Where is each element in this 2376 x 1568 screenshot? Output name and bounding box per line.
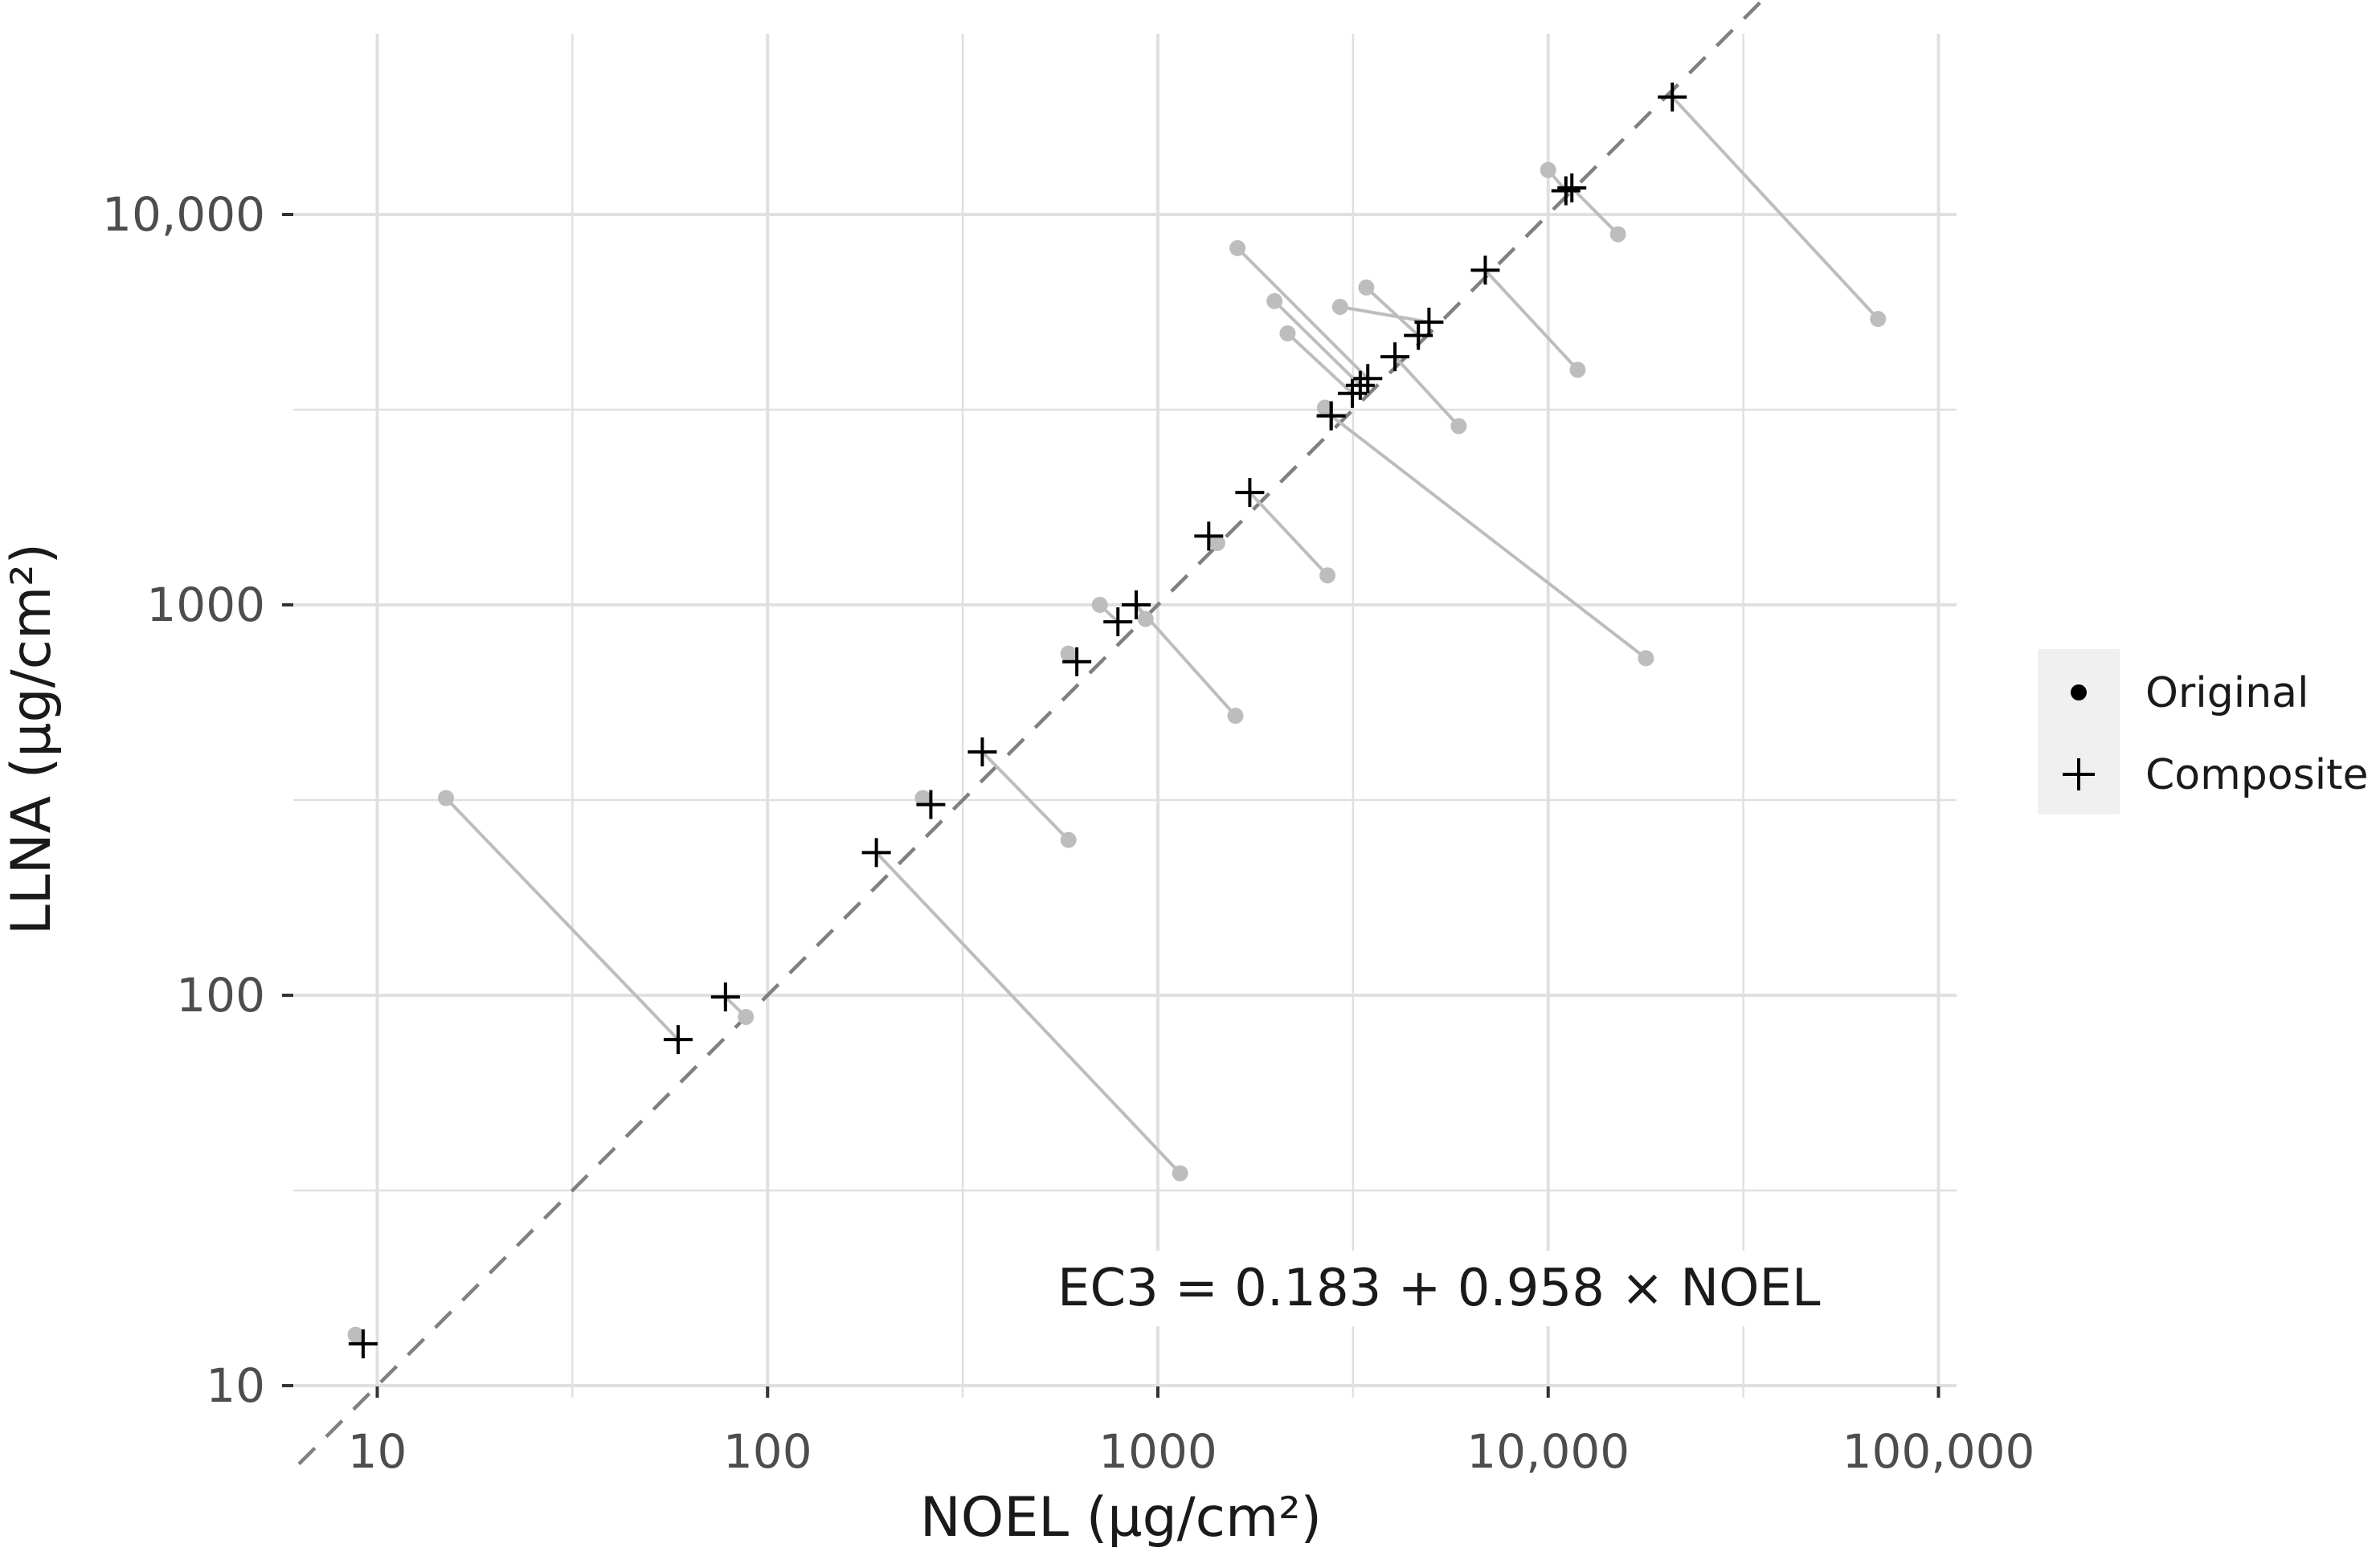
composite-point xyxy=(348,1329,378,1358)
connector-segment xyxy=(1236,247,1369,380)
composite-point xyxy=(1658,82,1687,112)
x-tick-label: 100,000 xyxy=(1842,1424,2035,1479)
original-point xyxy=(1060,645,1077,662)
x-tick-label: 10,000 xyxy=(1466,1424,1630,1479)
legend-composite-key xyxy=(2063,758,2095,790)
original-points-layer xyxy=(347,161,1887,1343)
legend: Original Composite xyxy=(2038,649,2369,815)
composite-point xyxy=(1380,342,1410,372)
original-point xyxy=(347,1326,364,1343)
original-point xyxy=(1450,418,1467,435)
legend-original-label: Original xyxy=(2145,669,2309,717)
original-point xyxy=(438,790,455,806)
composite-point xyxy=(1345,370,1375,400)
original-point xyxy=(1091,597,1108,613)
x-tick-label: 1000 xyxy=(1098,1424,1217,1479)
original-point xyxy=(1227,708,1244,725)
x-axis-title: NOEL (µg/cm²) xyxy=(920,1486,1322,1550)
composite-point xyxy=(1194,521,1224,551)
y-axis-title: LLNA (µg/cm²) xyxy=(0,543,63,935)
original-point xyxy=(1208,535,1225,552)
connector-segment xyxy=(1330,414,1647,660)
x-tick-label: 100 xyxy=(723,1424,812,1479)
annotation-layer: EC3 = 0.183 + 0.958 × NOEL xyxy=(1045,1251,1834,1326)
reference-line-layer xyxy=(297,0,1765,1466)
composite-points-layer xyxy=(348,82,1687,1358)
y-tick-label: 1000 xyxy=(146,578,265,632)
composite-point xyxy=(1122,590,1151,619)
connector-segment xyxy=(1570,186,1620,236)
segments-layer xyxy=(354,96,1879,1345)
original-point xyxy=(1638,650,1654,667)
composite-point xyxy=(1353,364,1383,394)
composite-point xyxy=(967,737,997,767)
connector-segment xyxy=(1339,305,1429,324)
original-point xyxy=(1279,325,1296,341)
connector-segment xyxy=(1484,268,1579,371)
grid-minor xyxy=(293,34,1957,1398)
composite-point xyxy=(916,790,946,819)
original-point xyxy=(1229,239,1246,256)
original-point xyxy=(1540,161,1556,178)
connector-segment xyxy=(1286,332,1354,395)
legend-composite-label: Composite xyxy=(2145,751,2369,799)
connector-segment xyxy=(1135,603,1237,717)
y-tick-label: 10,000 xyxy=(102,187,265,242)
composite-point xyxy=(1470,255,1500,285)
original-point xyxy=(1569,361,1586,378)
composite-point xyxy=(663,1025,693,1055)
composite-point xyxy=(710,982,740,1012)
regression-annotation: EC3 = 0.183 + 0.958 × NOEL xyxy=(1057,1259,1821,1318)
y-tick-label: 100 xyxy=(176,968,265,1023)
composite-point xyxy=(1235,478,1265,508)
connector-segment xyxy=(1671,96,1879,321)
original-point xyxy=(1137,610,1154,627)
composite-point xyxy=(1551,176,1581,206)
original-point xyxy=(1172,1165,1188,1182)
composite-point xyxy=(861,838,891,868)
connector-segment xyxy=(444,797,680,1041)
original-point xyxy=(1331,298,1348,315)
original-point xyxy=(738,1008,755,1025)
composite-point xyxy=(1103,607,1133,637)
composite-point xyxy=(1316,401,1346,431)
original-point xyxy=(914,790,931,806)
original-point xyxy=(1870,311,1887,328)
connector-segment xyxy=(981,750,1070,842)
x-tick-label: 10 xyxy=(348,1424,407,1479)
connector-segment xyxy=(1273,300,1362,387)
original-point xyxy=(1316,399,1333,416)
composite-point xyxy=(1557,173,1587,202)
original-point xyxy=(1060,831,1077,848)
reference-line xyxy=(297,0,1765,1466)
original-point xyxy=(1358,279,1375,296)
connector-segment xyxy=(875,851,1182,1174)
tick-labels-layer: 10 100 1000 10,000 100,000 10 100 1000 10,000 xyxy=(102,187,2035,1479)
ticks-layer xyxy=(282,213,1940,1398)
composite-point xyxy=(1414,308,1444,337)
connector-segment xyxy=(1248,491,1329,577)
connector-segment xyxy=(1393,355,1460,427)
y-tick-label: 10 xyxy=(206,1358,265,1413)
original-point xyxy=(1609,226,1626,243)
original-point xyxy=(1266,292,1283,309)
composite-point xyxy=(1062,647,1092,676)
original-point xyxy=(1319,567,1336,584)
connector-segment xyxy=(1365,286,1420,337)
legend-original-key xyxy=(2071,684,2087,700)
annotation-background xyxy=(1045,1251,1834,1326)
